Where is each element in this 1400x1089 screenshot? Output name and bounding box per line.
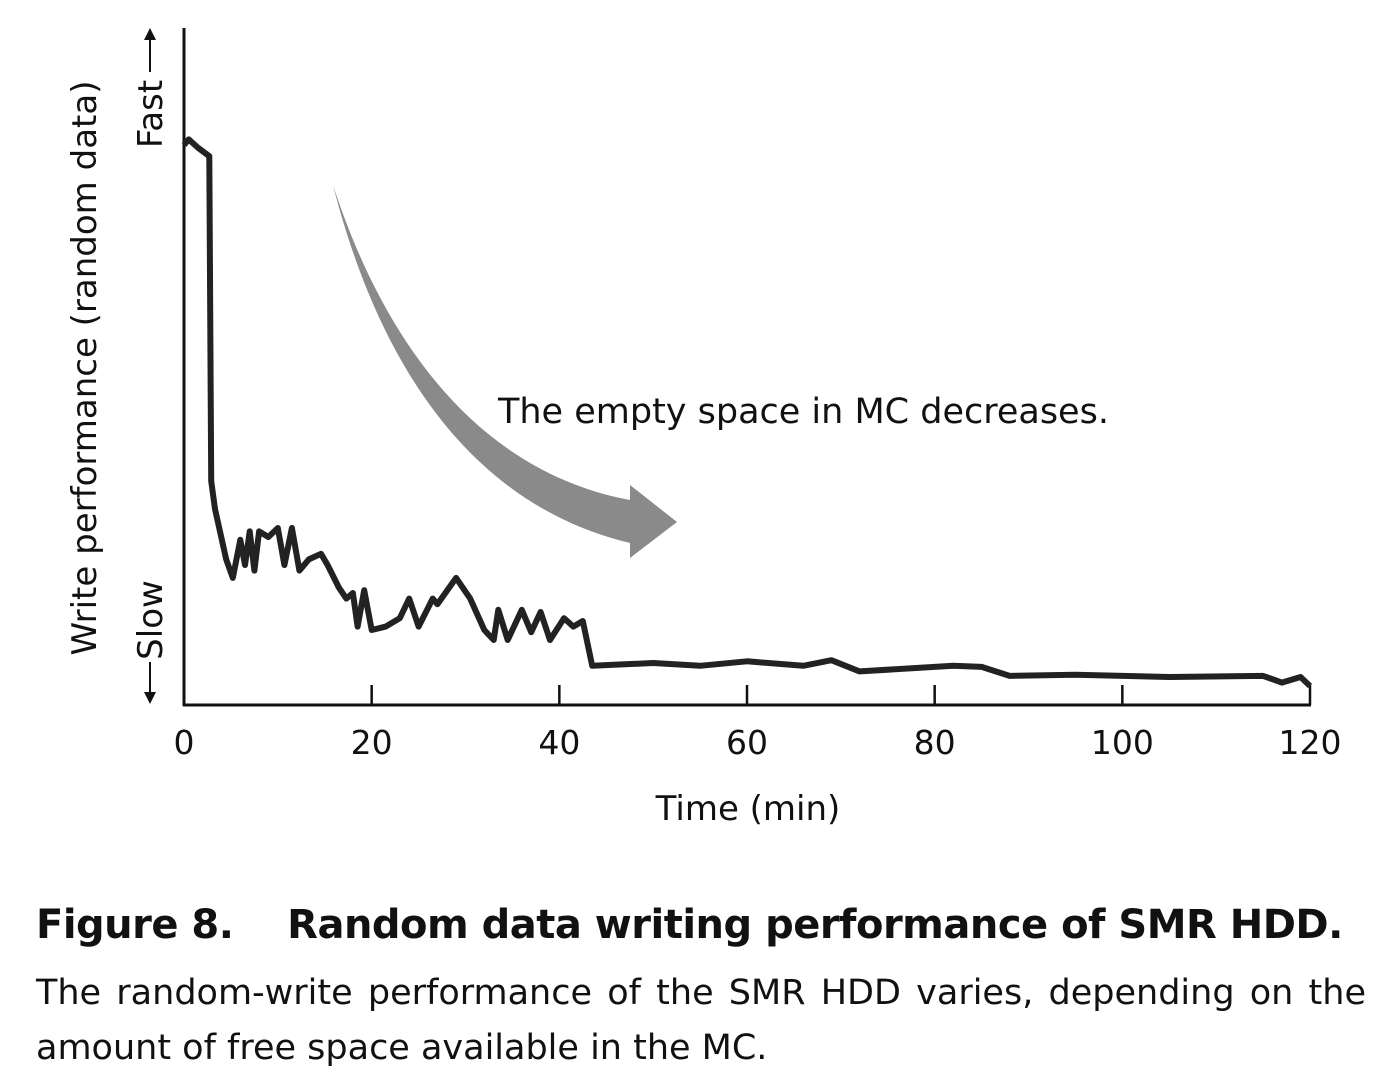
trend-arrow: [333, 185, 677, 558]
x-tick-label: 0: [174, 723, 195, 762]
figure-title: Figure 8. Random data writing performanc…: [36, 902, 1343, 948]
y-axis-label: Write performance (random data): [65, 81, 105, 656]
fast-indicator: Fast: [131, 28, 171, 148]
series-line: [181, 136, 1313, 689]
x-tick-label: 60: [726, 723, 768, 762]
x-tick-label: 120: [1279, 723, 1342, 762]
x-tick-label: 80: [914, 723, 956, 762]
fast-label: Fast: [131, 80, 171, 148]
chart: The empty space in MC decreases. 0 20 40 60…: [65, 28, 1342, 829]
figure-caption: The random-write performance of the SMR …: [36, 973, 1366, 1068]
x-axis-label: Time (min): [655, 789, 841, 829]
slow-label: Slow: [131, 580, 171, 660]
x-tick-label: 40: [538, 723, 580, 762]
annotation: The empty space in MC decreases.: [497, 392, 1109, 432]
slow-indicator: Slow: [131, 580, 171, 704]
x-tick-label: 100: [1091, 723, 1154, 762]
x-tick-label: 20: [351, 723, 393, 762]
